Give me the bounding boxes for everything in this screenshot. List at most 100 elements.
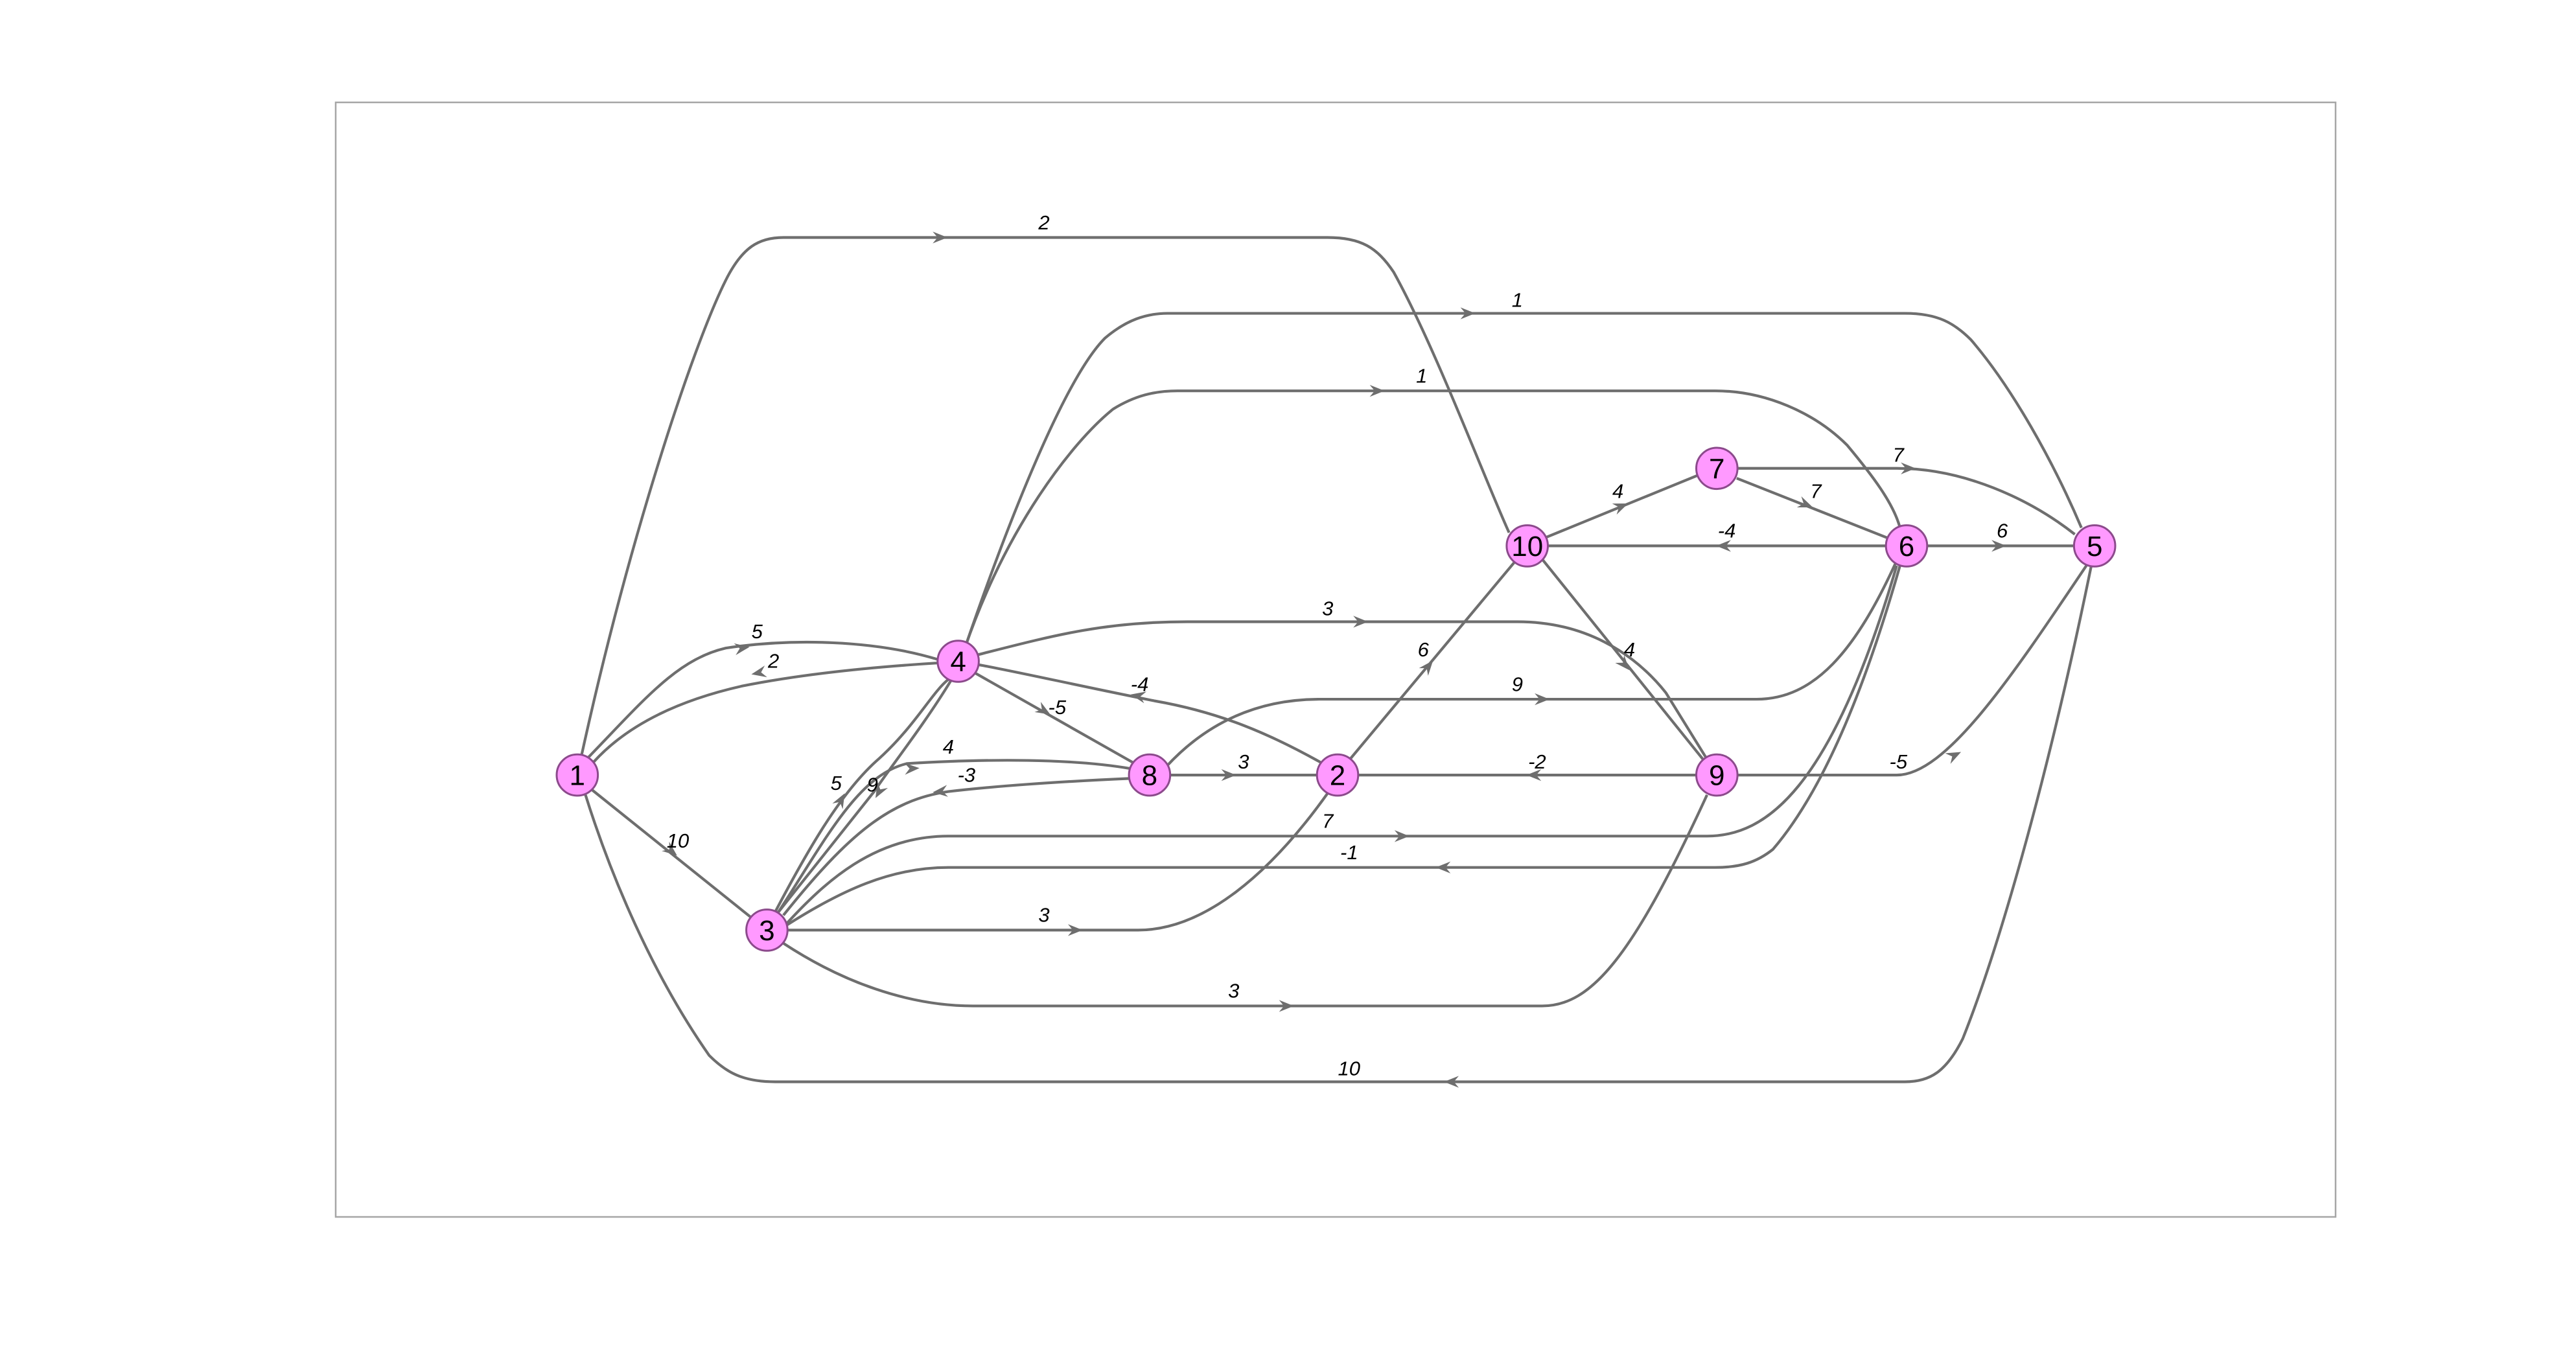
arrowhead-9-to-2 bbox=[1526, 769, 1542, 781]
edge-8-to-3 bbox=[782, 777, 1131, 916]
node-10: 10 bbox=[1505, 524, 1549, 568]
edge-weight-1-to-10: 2 bbox=[1038, 211, 1049, 234]
node-label-4: 4 bbox=[950, 646, 966, 678]
node-circle-2 bbox=[1316, 753, 1360, 797]
edge-weight-4-to-8: -5 bbox=[1049, 696, 1067, 719]
edge-3-to-2 bbox=[786, 792, 1329, 932]
node-circle-1 bbox=[555, 753, 599, 797]
edge-weight-10-to-7: 4 bbox=[1612, 480, 1623, 503]
arrowhead-2-to-4 bbox=[1130, 691, 1147, 704]
edge-weight-3-to-9: 3 bbox=[1228, 980, 1239, 1002]
node-9: 9 bbox=[1695, 753, 1739, 797]
edge-4-to-3 bbox=[777, 678, 953, 913]
edge-4-to-9 bbox=[977, 620, 1710, 763]
arrowhead-4-to-6 bbox=[1369, 385, 1385, 397]
edge-weight-1-to-3: 10 bbox=[667, 829, 689, 852]
node-8: 8 bbox=[1128, 753, 1172, 797]
edge-4-to-6 bbox=[963, 389, 1901, 649]
edge-6-to-3 bbox=[785, 565, 1901, 927]
edge-5-to-1 bbox=[584, 565, 2093, 1083]
arrowhead-3-to-6 bbox=[1394, 830, 1410, 842]
edge-weight-3-to-8: 4 bbox=[943, 735, 954, 758]
arrowhead-5-to-1 bbox=[1444, 1076, 1459, 1088]
node-circle-3 bbox=[745, 908, 789, 952]
node-label-7: 7 bbox=[1709, 453, 1724, 485]
edge-weight-1-to-4: 5 bbox=[752, 620, 763, 643]
arrowhead-4-to-5 bbox=[1460, 307, 1476, 319]
edge-3-to-6 bbox=[785, 565, 1898, 925]
arrowhead-4-to-3 bbox=[875, 782, 888, 798]
edge-weight-10-to-9: 4 bbox=[1624, 638, 1635, 661]
node-circle-7 bbox=[1695, 446, 1739, 491]
edge-weight-3-to-4: 5 bbox=[831, 772, 842, 794]
edge-weight-7-to-6: 7 bbox=[1810, 480, 1822, 503]
arrowhead-10-to-7 bbox=[1612, 503, 1629, 515]
node-6: 6 bbox=[1885, 524, 1929, 568]
edge-weight-4-to-6: 1 bbox=[1416, 364, 1427, 387]
edge-4-to-8 bbox=[974, 671, 1135, 765]
node-2: 2 bbox=[1316, 753, 1360, 797]
node-4: 4 bbox=[936, 640, 980, 683]
nodes-layer: 1 2 3 4 5 6 7 8 9 10 bbox=[555, 446, 2117, 952]
arrowhead-4-to-9 bbox=[1353, 616, 1369, 628]
arrowhead-7-to-5 bbox=[1901, 462, 1916, 474]
edge-weight-9-to-5: -5 bbox=[1890, 750, 1908, 773]
edge-weight-6-to-3: -1 bbox=[1340, 841, 1358, 864]
edge-1-to-4 bbox=[586, 640, 939, 760]
arrowhead-3-to-9 bbox=[1279, 1000, 1294, 1012]
node-label-5: 5 bbox=[2087, 531, 2102, 562]
edge-weight-8-to-6: 9 bbox=[1512, 673, 1523, 695]
node-3: 3 bbox=[745, 908, 789, 952]
edge-3-to-4 bbox=[774, 678, 949, 913]
node-label-2: 2 bbox=[1330, 760, 1345, 792]
node-7: 7 bbox=[1695, 446, 1739, 491]
edge-weight-7-to-5: 7 bbox=[1893, 444, 1905, 467]
edge-weight-3-to-6: 7 bbox=[1322, 810, 1334, 833]
edge-weight-4-to-3: 9 bbox=[867, 774, 878, 796]
plot-frame bbox=[334, 101, 2337, 1218]
arrowhead-8-to-3 bbox=[933, 785, 948, 797]
edge-1-to-10 bbox=[575, 236, 1511, 776]
arrowhead-1-to-4 bbox=[734, 643, 750, 655]
node-1: 1 bbox=[555, 753, 599, 797]
node-5: 5 bbox=[2072, 524, 2117, 568]
node-label-6: 6 bbox=[1899, 531, 1914, 562]
edge-weight-4-to-1: 2 bbox=[767, 650, 779, 673]
node-circle-9 bbox=[1695, 753, 1739, 797]
edge-weight-6-to-5: 6 bbox=[1997, 520, 2008, 542]
edge-9-to-5 bbox=[1736, 564, 2088, 777]
arrows-layer bbox=[662, 231, 2006, 1088]
node-circle-4 bbox=[936, 640, 980, 683]
edge-weight-8-to-3: -3 bbox=[958, 763, 976, 786]
arrowhead-6-to-10 bbox=[1716, 540, 1731, 552]
node-label-9: 9 bbox=[1709, 760, 1724, 792]
arrowhead-6-to-3 bbox=[1435, 861, 1451, 873]
edge-3-to-8 bbox=[777, 759, 1130, 913]
edge-weight-3-to-2: 3 bbox=[1038, 904, 1049, 927]
arrowhead-3-to-4 bbox=[832, 793, 845, 809]
arrowhead-6-to-5 bbox=[1991, 540, 2006, 552]
node-circle-10 bbox=[1505, 524, 1549, 568]
node-circle-8 bbox=[1128, 753, 1172, 797]
edge-weight-2-to-4: -4 bbox=[1131, 673, 1149, 695]
edge-10-to-9 bbox=[1540, 558, 1705, 761]
node-circle-6 bbox=[1885, 524, 1929, 568]
arrowhead-3-to-8 bbox=[904, 763, 920, 775]
node-label-10: 10 bbox=[1511, 531, 1543, 562]
edge-8-to-6 bbox=[1165, 560, 1898, 768]
node-label-3: 3 bbox=[759, 915, 774, 947]
arrowhead-3-to-2 bbox=[1067, 924, 1083, 936]
edge-2-to-4 bbox=[977, 663, 1324, 765]
node-label-1: 1 bbox=[570, 760, 585, 792]
edges-layer bbox=[575, 236, 2093, 1083]
edge-weight-5-to-1: 10 bbox=[1338, 1057, 1360, 1080]
arrowhead-9-to-5 bbox=[1945, 752, 1962, 764]
arrowhead-1-to-10 bbox=[933, 231, 948, 244]
node-circle-5 bbox=[2072, 524, 2117, 568]
arrowhead-8-to-6 bbox=[1535, 693, 1550, 706]
edge-7-to-6 bbox=[1736, 477, 1888, 539]
edge-2-to-10 bbox=[1348, 559, 1517, 761]
edge-3-to-9 bbox=[782, 794, 1708, 1008]
edge-weight-6-to-10: -4 bbox=[1718, 520, 1736, 542]
